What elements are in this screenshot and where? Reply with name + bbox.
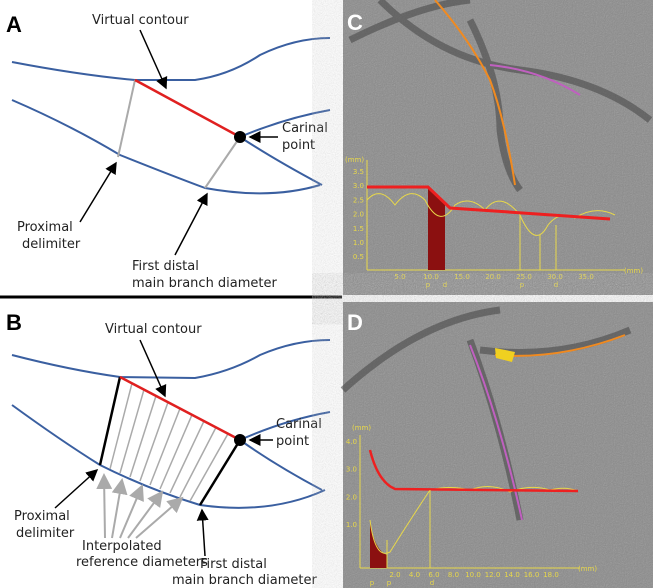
- callout: Carinal: [276, 417, 322, 432]
- panel-label: D: [347, 310, 363, 335]
- y-tick-label: 4.0: [346, 438, 357, 446]
- axis-unit: (mm): [345, 156, 364, 164]
- x-tick-label: 18.0: [543, 571, 559, 579]
- interpolated-diameter: [160, 415, 192, 489]
- x-tick-label: 4.0: [409, 571, 420, 579]
- x-tick-label: 8.0: [448, 571, 459, 579]
- figure: A Virtual contour Carinal point Proximal…: [0, 0, 653, 588]
- callout: Proximal: [14, 509, 70, 524]
- callout: First distal: [132, 259, 199, 274]
- x-tick-label: 16.0: [524, 571, 540, 579]
- axis-unit: (mm): [624, 267, 643, 275]
- vessel: [12, 100, 320, 193]
- y-tick-label: 1.0: [346, 521, 357, 529]
- arrow: [80, 163, 116, 222]
- panel-label: B: [6, 310, 22, 335]
- panel-label: A: [6, 12, 22, 37]
- diameter: [100, 377, 120, 465]
- callout: reference diameters: [76, 555, 208, 570]
- texture: [343, 0, 653, 295]
- marker-label: p: [387, 579, 392, 587]
- axis-unit: (mm): [352, 424, 371, 432]
- diameter: [205, 137, 240, 188]
- marker-label: p: [520, 281, 525, 289]
- x-tick-label: 5.0: [394, 273, 405, 281]
- arrow: [202, 510, 205, 556]
- carinal-point: [234, 131, 246, 143]
- x-tick-label: 20.0: [485, 273, 501, 281]
- x-tick-label: 10.0: [465, 571, 481, 579]
- x-tick-label: 6.0: [428, 571, 439, 579]
- callout: delimiter: [22, 237, 81, 252]
- x-tick-label: 30.0: [547, 273, 563, 281]
- interpolated-diameters: [110, 383, 228, 501]
- panel-b: B Virtual contour Carinal point Proximal…: [6, 310, 330, 588]
- arrow: [140, 340, 165, 396]
- callout: Carinal: [282, 121, 328, 136]
- panel-d: D (mm) (mm) 4.0 3.0 2.0 1.0 2.0 4.0 6.0 8.0 10.0…: [343, 302, 653, 588]
- panel-c: C (mm) (mm) 3.5 3.0 2.5 2.0 1.5 1.0 0.5 5.0 10.0…: [343, 0, 653, 295]
- y-tick-label: 2.5: [353, 196, 364, 204]
- arrow: [112, 480, 122, 538]
- y-tick-label: 0.5: [353, 253, 364, 261]
- callout: point: [282, 138, 315, 153]
- y-tick-label: 1.5: [353, 225, 364, 233]
- x-tick-label: 2.0: [389, 571, 400, 579]
- x-tick-label: 14.0: [504, 571, 520, 579]
- x-tick-label: 25.0: [516, 273, 532, 281]
- x-tick-label: 12.0: [485, 571, 501, 579]
- y-tick-label: 2.0: [353, 211, 364, 219]
- panel-label: C: [347, 10, 363, 35]
- callout: Proximal: [17, 220, 73, 235]
- panel-a: A Virtual contour Carinal point Proximal…: [6, 12, 330, 291]
- marker-label: p: [426, 281, 431, 289]
- callout: Virtual contour: [92, 13, 189, 28]
- y-tick-label: 1.0: [353, 239, 364, 247]
- diameter: [118, 80, 135, 157]
- interpolated-diameter: [110, 383, 132, 469]
- carinal-point: [234, 434, 246, 446]
- callout: Interpolated: [82, 539, 162, 554]
- axis-unit: (mm): [578, 565, 597, 573]
- marker-label: p: [370, 579, 375, 587]
- arrow: [120, 486, 142, 538]
- callout: point: [276, 434, 309, 449]
- arrow: [55, 470, 97, 508]
- x-tick-label: 15.0: [454, 273, 470, 281]
- arrow: [104, 475, 105, 538]
- y-tick-label: 3.0: [346, 466, 357, 474]
- virtual-contour: [135, 80, 240, 137]
- x-tick-label: 35.0: [578, 273, 594, 281]
- vessel: [12, 340, 330, 378]
- callout: delimiter: [16, 526, 75, 541]
- callout: Virtual contour: [105, 322, 202, 337]
- texture: [343, 302, 653, 588]
- marker-label: d: [443, 281, 447, 289]
- callout: First distal: [200, 557, 267, 572]
- y-tick-label: 2.0: [346, 493, 357, 501]
- callout: main branch diameter: [172, 573, 318, 588]
- vessel: [12, 38, 330, 80]
- interpolated-diameter: [140, 402, 168, 481]
- interpolated-diameter: [120, 390, 144, 473]
- marker-label: d: [430, 579, 434, 587]
- interpolated-diameter: [150, 409, 180, 486]
- arrow: [175, 194, 207, 255]
- callout: main branch diameter: [132, 276, 278, 291]
- marker-label: d: [554, 281, 558, 289]
- interpolated-diameter: [130, 396, 156, 477]
- x-tick-label: 10.0: [423, 273, 439, 281]
- y-tick-label: 3.0: [353, 182, 364, 190]
- y-tick-label: 3.5: [353, 168, 364, 176]
